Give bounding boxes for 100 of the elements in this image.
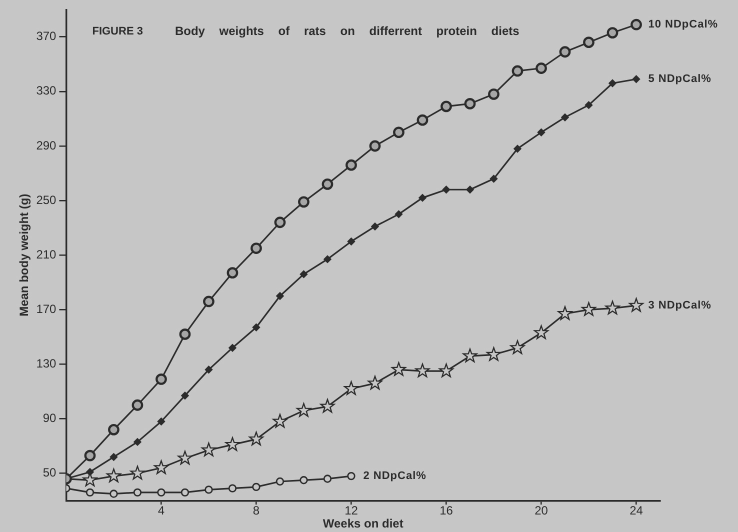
x-tick-label: 4	[158, 504, 165, 518]
point	[347, 472, 356, 480]
point	[157, 488, 166, 497]
point	[228, 484, 237, 492]
point	[630, 18, 642, 30]
point	[86, 488, 94, 497]
point	[110, 453, 118, 461]
point	[133, 488, 142, 497]
point	[416, 114, 428, 126]
point	[130, 466, 145, 480]
point	[418, 194, 426, 202]
x-tick-label: 12	[344, 504, 358, 518]
y-tick-label: 330	[36, 84, 57, 98]
y-axis-title: Mean body weight (g)	[16, 194, 31, 316]
point	[462, 348, 478, 362]
point	[157, 418, 166, 426]
point	[371, 222, 379, 230]
y-tick-label: 50	[42, 466, 57, 480]
series-label: 5 NDpCal%	[648, 73, 712, 86]
point	[226, 267, 238, 279]
point	[322, 178, 334, 190]
point	[180, 488, 190, 497]
point	[203, 296, 214, 308]
point	[82, 472, 98, 486]
point	[486, 347, 501, 361]
point	[298, 196, 310, 208]
y-tick-label: 90	[42, 411, 57, 426]
point	[606, 27, 618, 38]
point	[178, 450, 192, 465]
point	[394, 210, 403, 218]
point	[248, 432, 264, 446]
point	[276, 292, 284, 300]
y-tick-label: 210	[36, 247, 57, 262]
point	[347, 238, 356, 246]
point	[106, 468, 121, 482]
point	[323, 474, 332, 483]
point	[628, 298, 644, 312]
point	[272, 414, 288, 428]
point	[488, 88, 500, 100]
y-tick-label: 290	[36, 138, 57, 152]
point	[514, 144, 522, 153]
point	[369, 140, 381, 152]
x-tick-label: 8	[252, 504, 260, 518]
point	[344, 381, 358, 396]
point	[110, 490, 118, 498]
point	[154, 460, 168, 474]
point	[558, 306, 572, 320]
point	[132, 399, 144, 411]
point	[391, 362, 406, 376]
point	[204, 366, 213, 374]
x-axis-title: Weeks on diet	[322, 516, 404, 531]
text: Body weights of rats on differrent protein diets	[174, 24, 520, 38]
point	[250, 242, 262, 254]
point	[581, 302, 596, 316]
point	[512, 65, 524, 77]
point	[510, 340, 525, 354]
text: FIGURE 3	[92, 26, 143, 38]
point	[415, 363, 430, 378]
point	[466, 186, 474, 194]
point	[464, 98, 476, 110]
x-tick-label: 20	[534, 504, 548, 518]
series-label: 10 NDpCal%	[648, 18, 718, 31]
point	[537, 128, 546, 136]
series-label: 3 NDpCal%	[648, 300, 712, 312]
x-tick-label: 24	[630, 504, 644, 518]
point	[252, 323, 260, 332]
point	[583, 36, 594, 48]
point	[584, 101, 593, 109]
point	[300, 270, 308, 278]
y-tick-label: 130	[36, 356, 57, 371]
point	[440, 100, 452, 112]
point	[296, 402, 311, 417]
y-tick-label: 250	[36, 192, 57, 207]
point	[442, 186, 450, 194]
point	[179, 328, 191, 340]
point	[632, 75, 640, 84]
y-tick-label: 170	[36, 302, 57, 316]
x-tick-label: 16	[440, 504, 454, 518]
point	[225, 437, 240, 451]
point	[300, 476, 308, 484]
point	[201, 442, 216, 456]
point	[108, 424, 120, 436]
point	[490, 174, 498, 183]
point	[534, 325, 548, 340]
series-label: 2 NDpCal%	[363, 470, 426, 482]
point	[276, 477, 284, 486]
point	[346, 159, 357, 171]
point	[324, 255, 332, 264]
point	[252, 482, 260, 492]
point	[320, 398, 335, 413]
point	[204, 486, 213, 494]
point	[84, 450, 96, 462]
point	[561, 113, 569, 122]
point	[438, 363, 454, 378]
point	[605, 300, 620, 315]
point	[368, 376, 382, 390]
point	[608, 79, 616, 88]
point	[536, 62, 547, 74]
point	[274, 216, 286, 228]
point	[181, 392, 189, 400]
